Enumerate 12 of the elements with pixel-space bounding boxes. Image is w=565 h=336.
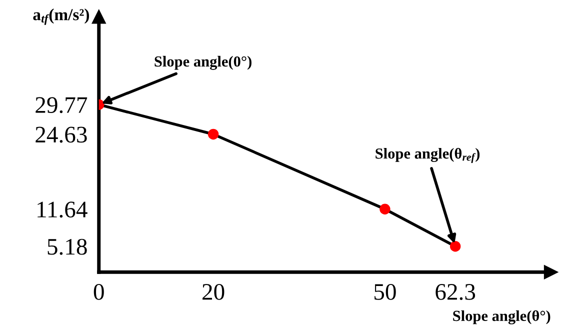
x-tick-label: 50 xyxy=(374,284,396,300)
y-tick-label: 11.64 xyxy=(38,202,88,218)
x-tick-label: 62.3 xyxy=(436,284,476,300)
x-tick-label: 20 xyxy=(202,284,224,300)
y-tick-label: 24.63 xyxy=(36,126,87,143)
annotation: Slope angle(θ$_{ref}$) xyxy=(376,148,480,163)
x-tick-label: 0 xyxy=(94,284,104,300)
y-axis-title: a$_{tf}$(m/s²) xyxy=(33,8,90,25)
y-tick-label: 29.77 xyxy=(36,97,88,114)
y-tick-label: 5.18 xyxy=(48,238,87,255)
annotation: Slope angle(0°) xyxy=(154,56,252,70)
x-axis-title: Slope angle(θ°) xyxy=(453,310,550,324)
